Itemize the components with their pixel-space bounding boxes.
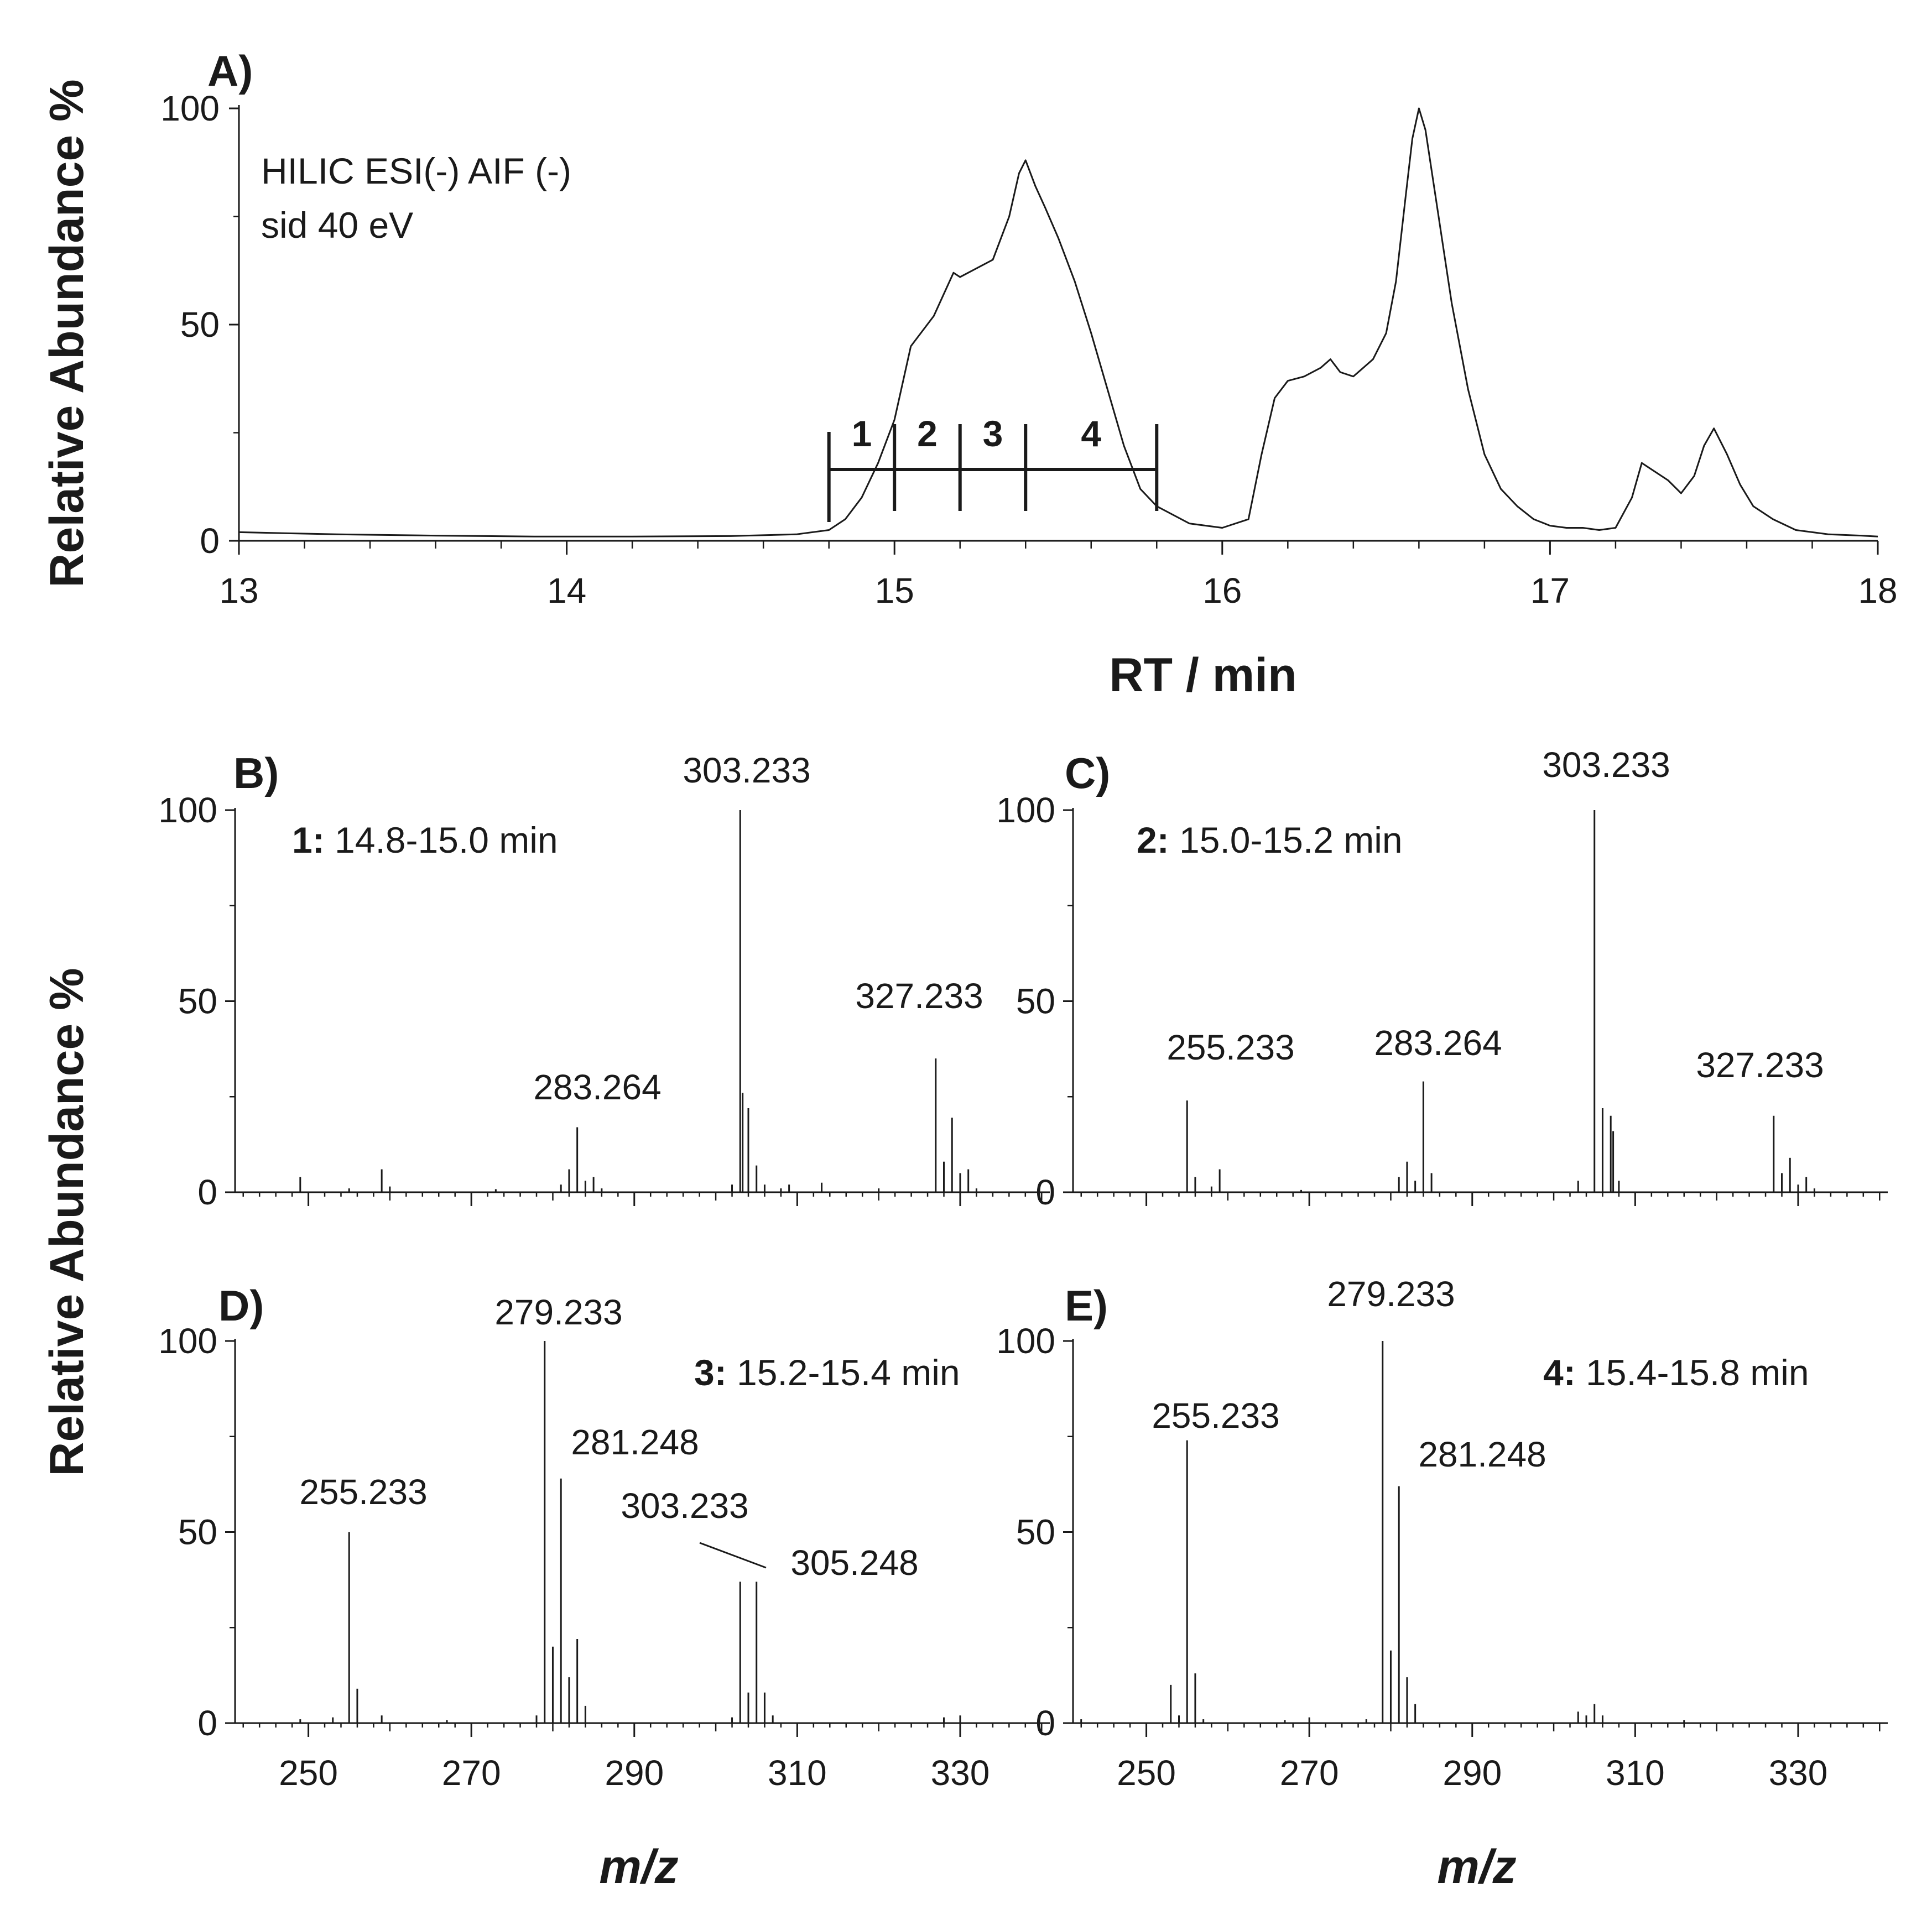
panel-a-annotation-line1: HILIC ESI(-) AIF (-) [261,150,571,191]
panel-c-legend: 2: 15.0-15.2 min [1137,820,1403,860]
panel-a-chromatogram: A) HILIC ESI(-) AIF (-) sid 40 eV Relati… [40,46,1898,702]
panel-d-x-tick-label: 310 [768,1753,827,1793]
panel-e-x-tick-label: 270 [1280,1753,1339,1793]
panel-b-y-tick-label: 100 [158,790,217,830]
panel-b-legend-index: 1: [292,820,325,860]
spectra-y-axis-title: Relative Abundance % [40,968,93,1476]
panel-e-x-axis-title: m/z [1437,1840,1516,1893]
panel-e-peak-label: 281.248 [1418,1434,1546,1474]
panel-d-y-tick-label: 50 [178,1512,217,1552]
panel-e-sticks [1080,1341,1685,1723]
panel-d-sticks [299,1341,961,1723]
panel-c-label: C) [1065,749,1110,797]
panel-e-y-tick-label: 100 [996,1321,1055,1361]
panel-a-segment-label: 1 [852,413,872,454]
panel-e-x-tick-label: 250 [1117,1753,1176,1793]
panel-b-peak-labels: 303.233 327.233 283.264 [533,750,983,1107]
panel-e-y-tick-label: 0 [1035,1703,1055,1743]
panel-d-legend-range: 15.2-15.4 min [737,1352,960,1393]
panel-a-segment-label: 4 [1081,413,1101,454]
panel-d-y-tick-label: 100 [158,1321,217,1361]
panel-a-segment-label: 3 [983,413,1003,454]
panel-a-y-tick-label: 0 [200,521,220,561]
panel-d-legend-index: 3: [694,1352,727,1393]
panel-b-peak-label: 283.264 [533,1067,661,1107]
panel-d-label: D) [218,1281,264,1330]
panel-e-x-tick-label: 310 [1606,1753,1665,1793]
panel-d-peak-label: 255.233 [299,1472,427,1512]
panel-e-legend: 4: 15.4-15.8 min [1543,1352,1809,1393]
panel-a-x-tick-label: 15 [875,571,914,610]
panel-c-peak-label: 327.233 [1696,1045,1824,1085]
panel-c-axes: 0 50 100 [996,790,1888,1212]
panel-e-legend-range: 15.4-15.8 min [1586,1352,1809,1393]
panel-a-x-tick-label: 17 [1530,571,1570,610]
panel-b-label: B) [233,749,279,797]
panel-d-peak-label: 303.233 [621,1486,748,1526]
panel-d-peak-label: 281.248 [571,1422,699,1462]
panel-b-y-tick-label: 0 [197,1172,217,1212]
panel-b-legend: 1: 14.8-15.0 min [292,820,558,860]
panel-b-peak-label: 303.233 [683,750,810,790]
panel-a-annotation-line2: sid 40 eV [261,205,413,246]
panel-d-axes: 0 50 100 250 270 290 310 330 [158,1321,1050,1793]
panel-b-spectrum: B) 1: 14.8-15.0 min 0 50 100 303.233 327.23… [158,749,1050,1212]
panel-d-x-tick-label: 250 [279,1753,338,1793]
panel-a-trace-group [238,107,1878,537]
panel-e-legend-index: 4: [1543,1352,1576,1393]
panel-c-y-tick-label: 0 [1035,1172,1055,1212]
panel-c-y-tick-label: 100 [996,790,1055,830]
panel-d-peak-label: 279.233 [494,1292,622,1332]
panel-d-spectrum: D) 3: 15.2-15.4 min 0 50 100 250 270 290 310 33… [158,1281,1050,1893]
panel-c-legend-range: 15.0-15.2 min [1179,820,1403,860]
panel-c-y-tick-label: 50 [1016,982,1055,1021]
panel-a-x-tick-label: 18 [1858,571,1897,610]
panel-a-label: A) [207,46,253,95]
panel-e-y-tick-label: 50 [1016,1512,1055,1552]
panel-b-sticks [299,810,977,1192]
panel-a-y-tick-label: 100 [160,88,220,128]
panel-d-x-tick-label: 330 [931,1753,990,1793]
panel-c-spectrum: C) 2: 15.0-15.2 min 0 50 100 303.233 255.23… [996,745,1888,1212]
panel-c-peak-label: 283.264 [1374,1023,1502,1063]
panel-a-y-tick-label: 50 [180,305,220,345]
panel-b-axes: 0 50 100 [158,790,1050,1212]
panel-a-segments: 1 2 3 4 [827,413,1159,522]
panel-e-peak-labels: 279.233 255.233 281.248 [1152,1274,1546,1474]
panel-a-y-axis-title: Relative Abundance % [40,79,93,587]
panel-a-x-tick-label: 13 [219,571,258,610]
panel-a-x-tick-label: 14 [547,571,586,610]
panel-a-segment-label: 2 [917,413,938,454]
panel-e-peak-label: 255.233 [1152,1396,1279,1436]
panel-b-y-tick-label: 50 [178,982,217,1021]
panel-e-x-tick-label: 290 [1443,1753,1502,1793]
panel-e-label: E) [1065,1281,1108,1330]
panel-c-sticks [1186,810,1815,1192]
panel-d-label-leader-line [699,1542,767,1569]
panel-e-spectrum: E) 4: 15.4-15.8 min 0 50 100 250 270 290 310 33… [996,1274,1888,1893]
panel-e-peak-label: 279.233 [1327,1274,1455,1314]
panel-d-peak-label: 305.248 [790,1543,918,1583]
panel-e-x-tick-label: 330 [1769,1753,1828,1793]
panel-c-peak-label: 255.233 [1167,1027,1294,1067]
panel-a-x-axis-title: RT / min [1109,649,1296,702]
panel-b-peak-label: 327.233 [855,976,983,1016]
panel-d-x-tick-label: 290 [605,1753,664,1793]
panel-e-axes: 0 50 100 250 270 290 310 330 [996,1321,1888,1793]
panel-d-x-axis-title: m/z [599,1840,678,1893]
panel-b-legend-range: 14.8-15.0 min [335,820,558,860]
panel-d-peak-labels: 279.233 281.248 255.233 303.233 305.248 [299,1292,918,1583]
panel-c-legend-index: 2: [1137,820,1169,860]
panel-c-peak-labels: 303.233 255.233 283.264 327.233 [1167,745,1824,1085]
panel-a-x-tick-label: 16 [1202,571,1242,610]
panel-d-legend: 3: 15.2-15.4 min [694,1352,960,1393]
panel-c-peak-label: 303.233 [1542,745,1670,785]
panel-a-chromatogram-trace [238,107,1878,537]
panel-d-y-tick-label: 0 [197,1703,217,1743]
panel-d-x-tick-label: 270 [442,1753,501,1793]
